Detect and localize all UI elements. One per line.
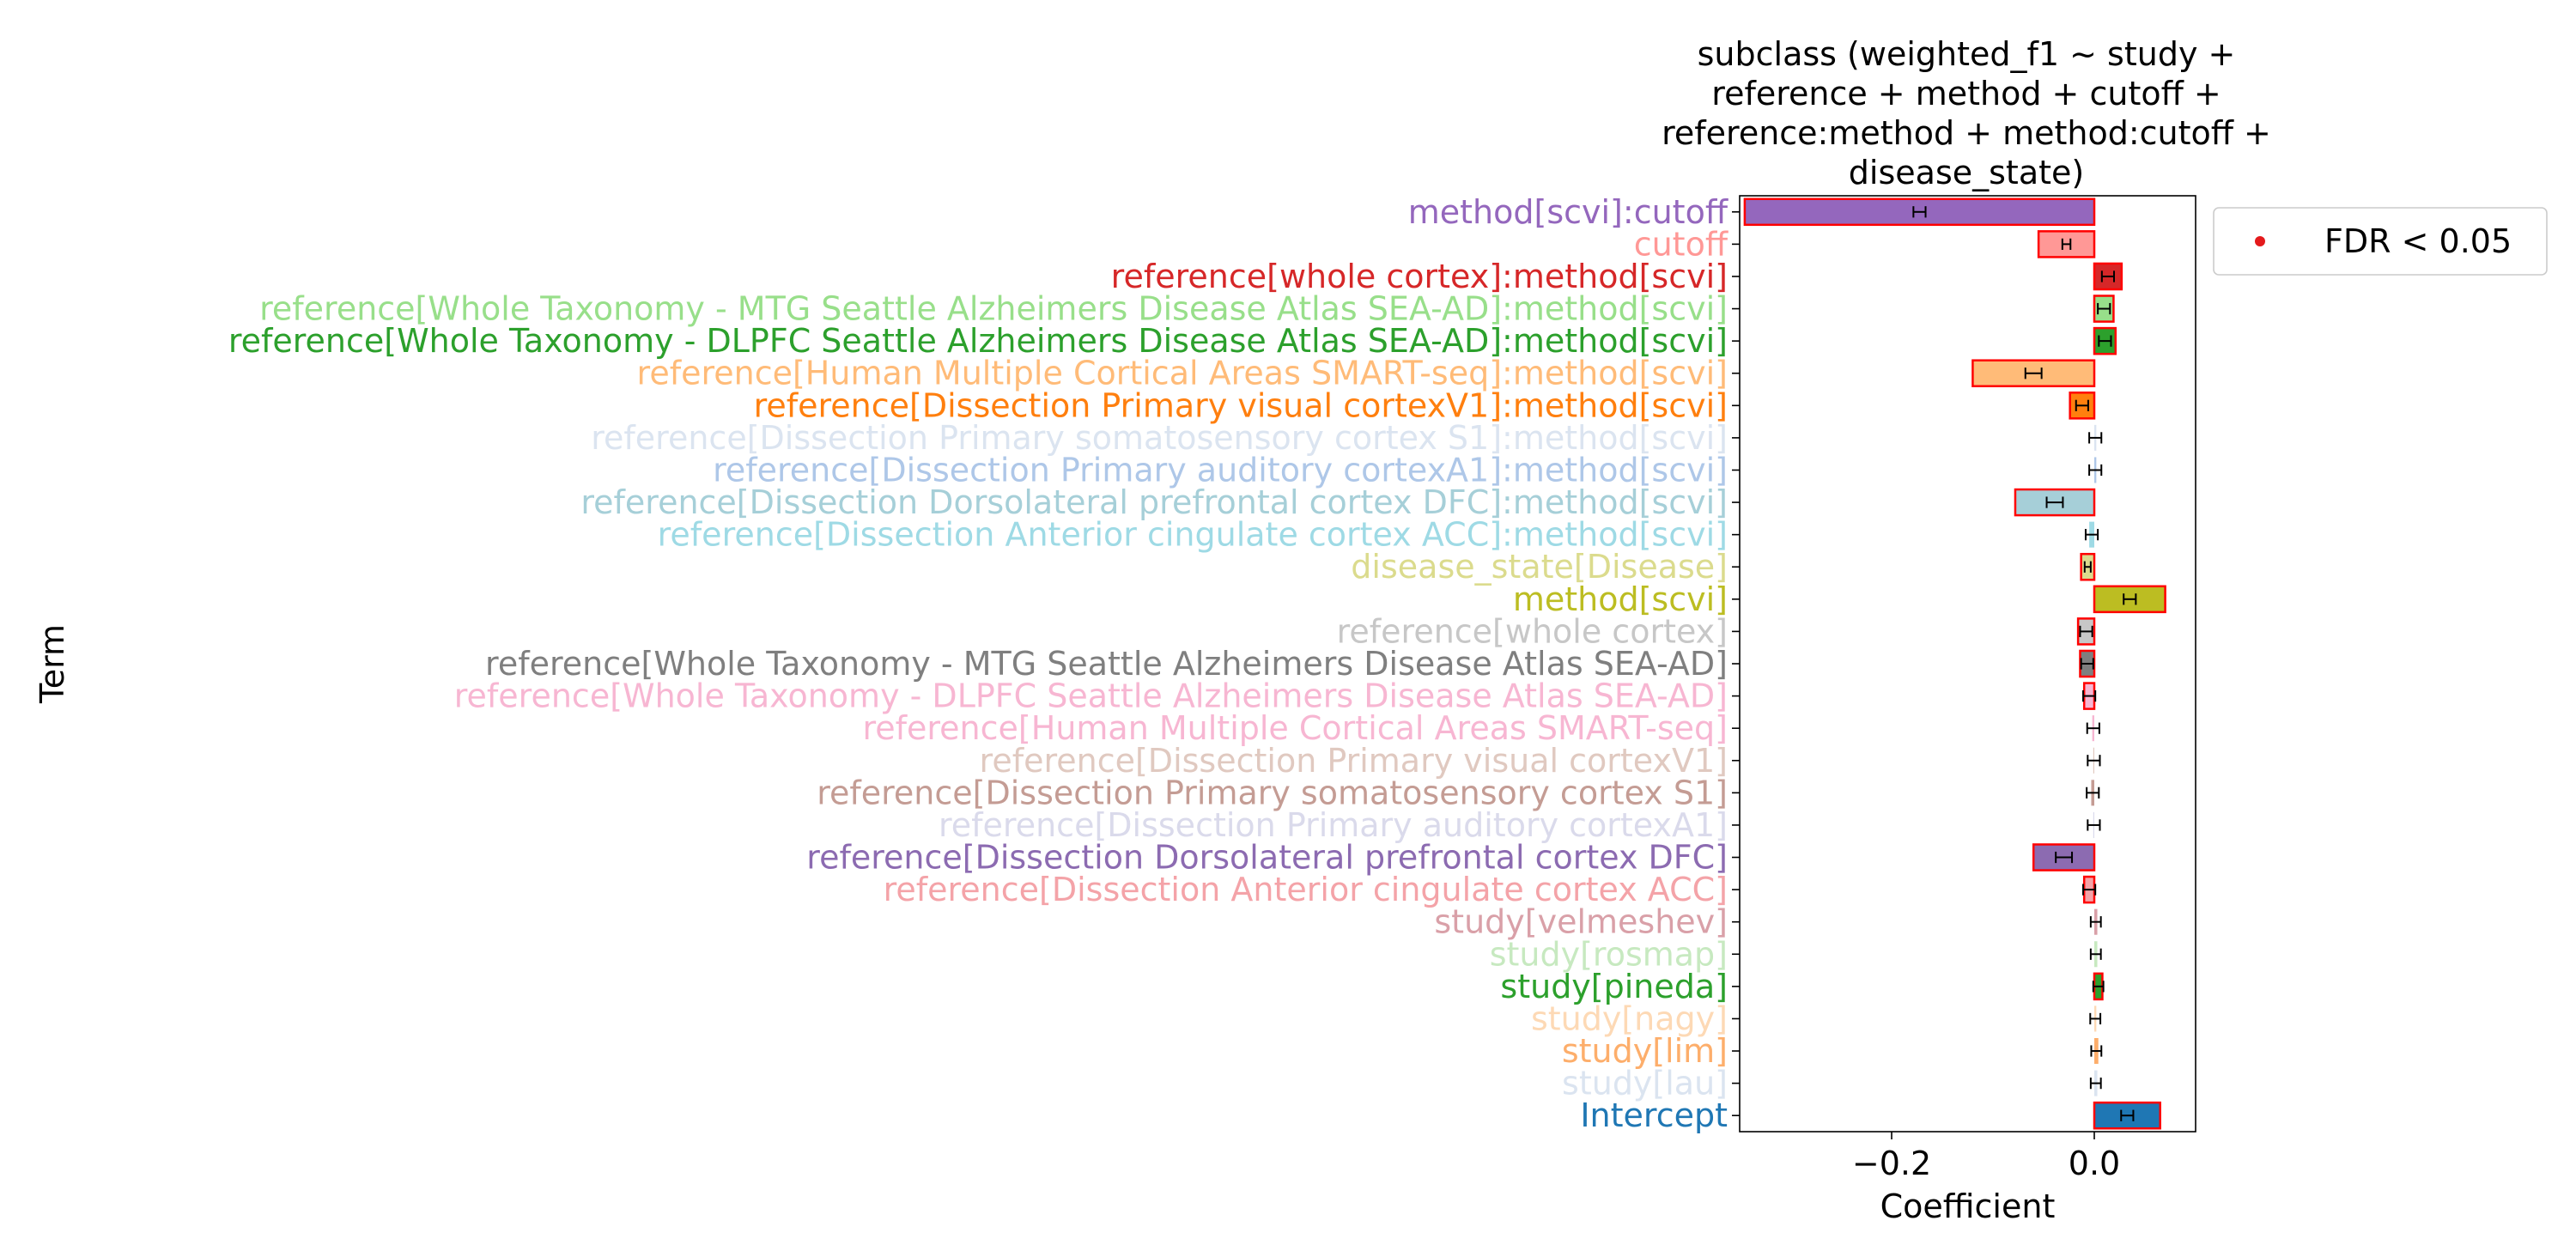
error-bar xyxy=(2086,786,2100,799)
error-bar xyxy=(2080,658,2094,670)
term-label: reference[Dissection Primary auditory co… xyxy=(939,806,1728,844)
term-label: reference[whole cortex] xyxy=(1337,612,1728,650)
term-label: reference[Human Multiple Cortical Areas … xyxy=(637,355,1728,392)
x-axis-label: Coefficient xyxy=(1880,1187,2056,1225)
error-bar xyxy=(2082,689,2097,702)
term-label: method[scvi] xyxy=(1513,580,1728,618)
chart-title-line: reference:method + method:cutoff + xyxy=(1662,114,2271,152)
term-label: study[rosmap] xyxy=(1490,935,1728,973)
chart-title-line: reference + method + cutoff + xyxy=(1711,75,2221,112)
error-bar xyxy=(2088,464,2103,477)
term-label: study[nagy] xyxy=(1531,999,1728,1037)
term-label: reference[Dissection Primary somatosenso… xyxy=(591,419,1728,457)
term-label: reference[Dissection Primary visual cort… xyxy=(754,386,1728,424)
chart-title-line: disease_state) xyxy=(1849,154,2084,191)
term-label: study[pineda] xyxy=(1500,968,1728,1005)
error-bar xyxy=(2123,593,2137,605)
error-bar xyxy=(2088,432,2103,444)
error-bar xyxy=(2082,884,2097,896)
legend: FDR < 0.05 xyxy=(2213,207,2548,276)
error-bar xyxy=(2086,722,2100,734)
error-bar xyxy=(1912,206,1927,218)
x-tick-label: −0.2 xyxy=(1852,1145,1931,1182)
error-bar xyxy=(2120,1109,2135,1121)
term-label: study[velmeshev] xyxy=(1434,903,1728,941)
term-label: reference[Dissection Primary visual cort… xyxy=(980,742,1728,780)
error-bar xyxy=(2024,367,2043,380)
error-bar xyxy=(2092,981,2105,993)
error-bar xyxy=(2055,851,2074,864)
error-bar xyxy=(2045,496,2064,508)
error-bar xyxy=(2083,561,2092,573)
term-label: reference[Dissection Anterior cingulate … xyxy=(884,871,1728,908)
term-label: reference[whole cortex]:method[scvi] xyxy=(1111,258,1728,295)
term-label: reference[Dissection Primary somatosenso… xyxy=(817,774,1728,811)
term-label: method[scvi]:cutoff xyxy=(1408,193,1728,231)
term-label: study[lau] xyxy=(1562,1065,1728,1102)
term-label: Intercept xyxy=(1580,1096,1728,1134)
term-label: reference[Dissection Dorsolateral prefro… xyxy=(806,839,1728,877)
legend-box xyxy=(2213,207,2548,276)
term-label: disease_state[Disease] xyxy=(1351,548,1728,586)
term-label: reference[Whole Taxonomy - DLPFC Seattle… xyxy=(454,677,1728,715)
term-labels: method[scvi]:cutoffcutoffreference[whole… xyxy=(228,193,1740,1134)
error-bar xyxy=(2098,335,2112,347)
term-label: reference[Whole Taxonomy - MTG Seattle A… xyxy=(485,645,1728,683)
error-bar xyxy=(2087,755,2101,767)
error-bar xyxy=(2084,529,2099,541)
error-bar xyxy=(2089,948,2102,960)
error-bar xyxy=(2061,238,2072,250)
term-label: reference[Human Multiple Cortical Areas … xyxy=(862,709,1728,747)
term-label: reference[Whole Taxonomy - MTG Seattle A… xyxy=(259,290,1728,328)
error-bar xyxy=(2075,399,2089,411)
term-label: cutoff xyxy=(1634,225,1728,263)
term-label: reference[Dissection Primary auditory co… xyxy=(713,451,1728,489)
x-tick-label: 0.0 xyxy=(2069,1145,2120,1182)
legend-marker-dot xyxy=(2255,236,2265,246)
error-bar xyxy=(2097,302,2111,315)
x-axis-ticks: −0.2 0.0 xyxy=(1852,1132,2120,1182)
chart-title: subclass (weighted_f1 ~ study +reference… xyxy=(1662,35,2271,191)
bar xyxy=(2093,1101,2161,1130)
legend-label: FDR < 0.05 xyxy=(2324,222,2512,260)
term-label: study[lim] xyxy=(1562,1032,1728,1070)
term-label: reference[Dissection Anterior cingulate … xyxy=(658,516,1728,554)
chart-title-line: subclass (weighted_f1 ~ study + xyxy=(1698,35,2236,73)
error-bars-layer xyxy=(1912,206,2137,1121)
error-bar xyxy=(2090,1045,2103,1057)
term-label: reference[Dissection Dorsolateral prefro… xyxy=(580,483,1728,521)
plot-frame xyxy=(1739,195,2196,1133)
bar xyxy=(1743,197,2096,227)
error-bar xyxy=(2089,1012,2102,1025)
bars-layer xyxy=(1743,197,2166,1130)
error-bar xyxy=(2079,625,2093,638)
error-bar xyxy=(2089,916,2102,928)
error-bar xyxy=(2087,819,2101,831)
error-bar xyxy=(2089,1078,2102,1090)
error-bar xyxy=(2100,270,2116,282)
term-label: reference[Whole Taxonomy - DLPFC Seattle… xyxy=(228,322,1728,360)
y-axis-label: Term xyxy=(33,624,71,704)
